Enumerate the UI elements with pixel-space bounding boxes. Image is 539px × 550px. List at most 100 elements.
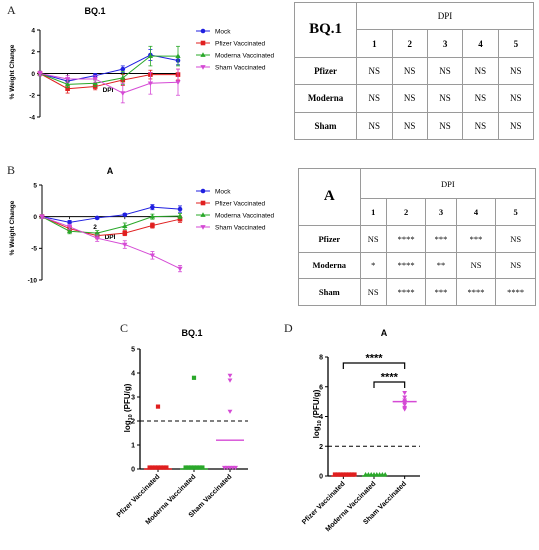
y-tick-label: 2 bbox=[31, 49, 35, 56]
data-point bbox=[94, 215, 100, 221]
y-tick-label: 4 bbox=[31, 27, 35, 34]
x-tick-label: 2 bbox=[93, 224, 97, 231]
significance-table-bq1: BQ.1 DPI 1 2 3 4 5 Pfizer NS NS NS NS NS… bbox=[293, 1, 535, 141]
y-tick-label: -10 bbox=[28, 277, 38, 284]
data-point bbox=[338, 472, 343, 477]
data-point bbox=[346, 472, 352, 477]
column-header: 5 bbox=[497, 29, 535, 58]
table-cell: NS bbox=[495, 251, 536, 280]
table-title: BQ.1 bbox=[293, 2, 358, 58]
legend-marker bbox=[200, 52, 206, 57]
legend-marker bbox=[200, 65, 206, 70]
table-row: Sham NS NS NS NS NS bbox=[293, 111, 535, 141]
y-tick-label: 2 bbox=[131, 419, 135, 426]
table-cell: NS bbox=[462, 111, 499, 141]
y-tick-label: 3 bbox=[131, 395, 135, 402]
table-cell: **** bbox=[385, 251, 427, 280]
chart-title-bq1: BQ.1 bbox=[84, 6, 105, 16]
data-point bbox=[175, 80, 181, 85]
data-point bbox=[175, 53, 181, 58]
legend-marker bbox=[200, 28, 206, 34]
data-point bbox=[149, 253, 156, 259]
panel-letter-b: B bbox=[7, 163, 15, 177]
y-tick-label: -4 bbox=[29, 114, 35, 121]
data-point bbox=[197, 465, 202, 470]
table-cell: NS bbox=[356, 84, 393, 113]
row-label: Sham bbox=[298, 278, 361, 306]
series-line bbox=[39, 55, 178, 85]
table-cell: **** bbox=[495, 278, 536, 306]
data-point bbox=[120, 66, 126, 72]
legend-marker bbox=[200, 40, 206, 46]
data-point bbox=[150, 465, 155, 470]
data-point bbox=[147, 81, 154, 87]
column-header: 4 bbox=[455, 198, 497, 226]
data-point bbox=[341, 472, 346, 477]
legend-label: Moderna Vaccinated bbox=[215, 52, 275, 59]
significance-table-a: A DPI 1 2 3 4 5 Pfizer NS **** *** *** N… bbox=[298, 167, 537, 306]
series-line bbox=[41, 216, 181, 237]
series-line bbox=[39, 73, 179, 94]
data-point bbox=[227, 378, 233, 383]
table-cell: NS bbox=[462, 84, 499, 113]
table-cell: NS bbox=[356, 56, 393, 86]
row-label: Pfizer bbox=[298, 224, 361, 253]
table-cell: NS bbox=[426, 56, 464, 86]
data-point bbox=[155, 465, 161, 470]
table-cell: **** bbox=[385, 278, 427, 306]
table-cell: **** bbox=[385, 224, 427, 253]
series-line bbox=[41, 215, 181, 234]
y-tick-label: 8 bbox=[319, 355, 323, 362]
data-point bbox=[194, 465, 199, 470]
row-label: Moderna bbox=[293, 84, 358, 113]
data-point bbox=[150, 204, 155, 210]
data-point bbox=[177, 213, 183, 218]
panel-letter-d: D bbox=[284, 321, 293, 335]
legend-label: Mock bbox=[215, 188, 231, 195]
data-point bbox=[402, 391, 408, 396]
table-cell: *** bbox=[425, 278, 457, 306]
table-cell: NS bbox=[391, 111, 428, 141]
data-point bbox=[177, 216, 183, 222]
y-axis-label: % Weight Change bbox=[9, 44, 16, 99]
data-point bbox=[352, 472, 357, 477]
data-point bbox=[158, 465, 163, 470]
y-tick-label: 1 bbox=[131, 443, 135, 450]
series-line bbox=[39, 73, 178, 90]
legend-label: Pfizer Vaccinated bbox=[215, 40, 265, 47]
column-header: 5 bbox=[495, 198, 536, 226]
data-point bbox=[94, 230, 100, 235]
y-axis-label: log10 (PFU/g) bbox=[123, 383, 134, 432]
data-point bbox=[335, 472, 340, 477]
data-point bbox=[122, 242, 128, 248]
column-header: 3 bbox=[426, 29, 464, 58]
y-tick-label: 6 bbox=[319, 384, 323, 391]
table-cell: * bbox=[359, 251, 387, 280]
panel-letter-c: C bbox=[120, 321, 128, 335]
table-cell: NS bbox=[359, 278, 387, 306]
data-point bbox=[92, 80, 98, 86]
significance-bracket bbox=[373, 381, 406, 388]
significance-bracket bbox=[342, 362, 406, 369]
legend-marker bbox=[200, 212, 206, 217]
table-cell: NS bbox=[455, 251, 497, 280]
data-point bbox=[402, 395, 408, 400]
data-point bbox=[94, 236, 100, 241]
data-point bbox=[155, 404, 161, 409]
data-point bbox=[67, 220, 72, 225]
data-point bbox=[382, 471, 388, 477]
table-cell: **** bbox=[455, 278, 497, 306]
data-point bbox=[66, 228, 73, 234]
table-cell: NS bbox=[356, 111, 393, 141]
data-point bbox=[66, 224, 73, 230]
weight-chart-a: B A % Weight Change DPI 2 -10 -5 0 5 Mock Pfi… bbox=[7, 163, 275, 284]
x-axis-label: DPI bbox=[105, 234, 116, 241]
legend-label: Mock bbox=[215, 28, 231, 35]
y-tick-label: 4 bbox=[319, 414, 323, 421]
data-point bbox=[150, 223, 155, 228]
series-line bbox=[41, 216, 181, 270]
data-point bbox=[363, 471, 369, 477]
data-point bbox=[200, 465, 205, 470]
data-point bbox=[233, 465, 239, 471]
